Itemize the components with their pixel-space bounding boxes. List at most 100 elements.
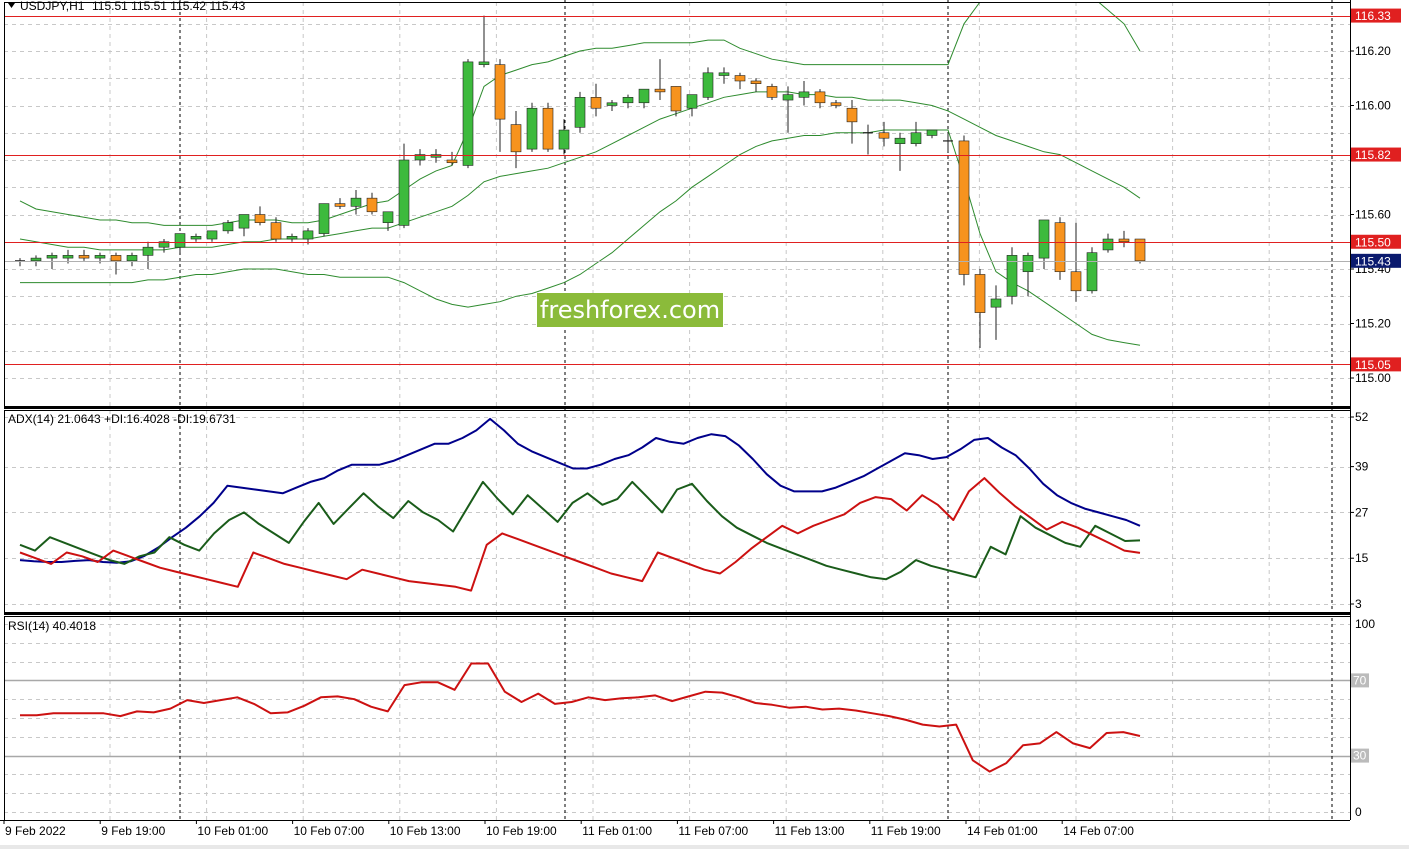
- candle: [142, 241, 154, 269]
- candle: [126, 252, 138, 267]
- candle-body: [622, 97, 634, 104]
- candle: [943, 132, 953, 152]
- candle: [863, 124, 873, 155]
- level-price-tag: [1351, 357, 1401, 372]
- candle: [686, 94, 698, 117]
- candle-body: [446, 159, 458, 164]
- time-tick-label: 10 Feb 13:00: [390, 824, 461, 838]
- candle-body: [110, 255, 122, 262]
- candle-body: [830, 102, 842, 106]
- adx-tick-label: 15: [1355, 551, 1369, 565]
- candle-body: [1118, 238, 1130, 243]
- candle-body: [158, 241, 170, 248]
- candle: [1038, 219, 1050, 269]
- candle-body: [990, 298, 1002, 308]
- candle: [462, 59, 474, 169]
- candle-body: [1070, 271, 1082, 292]
- scrollbar-strip[interactable]: [0, 845, 1409, 849]
- candle: [814, 89, 826, 109]
- current-price-tag: [1351, 253, 1401, 268]
- dropdown-triangle-icon[interactable]: [8, 3, 15, 8]
- candle-body: [350, 197, 362, 207]
- candle: [1022, 252, 1034, 297]
- candle: [910, 121, 922, 147]
- panel-frame: [4, 410, 1351, 613]
- candle-body: [302, 230, 314, 240]
- candle: [542, 102, 554, 152]
- candle-body: [606, 102, 618, 106]
- candle-body: [414, 154, 426, 161]
- candle: [990, 285, 1002, 340]
- candle: [958, 135, 970, 286]
- candle-body: [478, 61, 490, 65]
- price-tick-label: 116.20: [1355, 44, 1391, 58]
- candle-body: [1038, 219, 1050, 259]
- price-axis: 116.20116.00115.60115.40115.20115.005239…: [1350, 44, 1391, 819]
- candles: [15, 15, 1146, 349]
- candle: [830, 100, 842, 109]
- candle: [590, 83, 602, 117]
- price-levels: [4, 16, 1350, 365]
- price-tick-label: 115.00: [1355, 371, 1391, 385]
- candle: [654, 59, 666, 101]
- time-tick-label: 11 Feb 01:00: [582, 824, 652, 838]
- candle-body: [190, 236, 202, 240]
- candle: [1118, 230, 1130, 248]
- candle: [30, 255, 42, 267]
- candle-body: [894, 137, 906, 144]
- candle: [46, 252, 58, 269]
- candle: [526, 102, 538, 152]
- current-price-label: 115.43: [1355, 254, 1391, 268]
- candle: [846, 100, 858, 144]
- candle-body: [734, 75, 746, 82]
- candle-body: [318, 203, 330, 234]
- candle: [286, 233, 298, 242]
- time-tick-label: 11 Feb 13:00: [775, 824, 845, 838]
- candle: [1086, 247, 1098, 294]
- time-tick-label: 9 Feb 19:00: [101, 824, 165, 838]
- level-price-tag: [1351, 234, 1401, 249]
- candle-body: [1086, 252, 1098, 292]
- candle-body: [798, 91, 810, 98]
- price-tick-label: 115.60: [1355, 208, 1391, 222]
- candle: [414, 149, 426, 166]
- candle-body: [702, 72, 714, 98]
- adx-tick-label: 3: [1355, 597, 1362, 611]
- candle-body: [910, 132, 922, 144]
- candle: [494, 59, 506, 152]
- candle: [558, 119, 570, 155]
- candle: [1070, 222, 1082, 302]
- candle: [702, 67, 714, 101]
- candle: [334, 198, 346, 210]
- time-tick-label: 10 Feb 07:00: [294, 824, 365, 838]
- candle: [670, 86, 682, 117]
- level-price-label: 115.05: [1355, 358, 1391, 372]
- candle: [606, 100, 618, 111]
- time-tick-label: 9 Feb 2022: [5, 824, 66, 838]
- candle-body: [782, 94, 794, 101]
- price-tags: 116.33 115.82 115.50 115.05 115.43: [1351, 8, 1401, 372]
- candle: [750, 78, 762, 92]
- candle-body: [462, 61, 474, 166]
- candle: [350, 189, 362, 215]
- candle: [478, 15, 490, 68]
- candle-body: [766, 86, 778, 98]
- plus-di-line: [19, 480, 1141, 581]
- candle-body: [222, 222, 234, 232]
- candle-body: [382, 211, 394, 223]
- rsi-level-label: 30: [1353, 749, 1367, 763]
- time-tick-label: 11 Feb 19:00: [871, 824, 941, 838]
- candle: [1054, 217, 1066, 280]
- watermark: freshforex.com: [537, 293, 723, 327]
- candle-body: [398, 159, 410, 226]
- candle-body: [30, 257, 42, 262]
- time-tick-label: 11 Feb 07:00: [678, 824, 748, 838]
- candle-body: [814, 91, 826, 104]
- time-tick-label: 14 Feb 01:00: [967, 824, 1038, 838]
- candle-body: [846, 107, 858, 123]
- candle-body: [670, 86, 682, 112]
- candle-body: [1134, 238, 1146, 262]
- candle: [254, 206, 266, 226]
